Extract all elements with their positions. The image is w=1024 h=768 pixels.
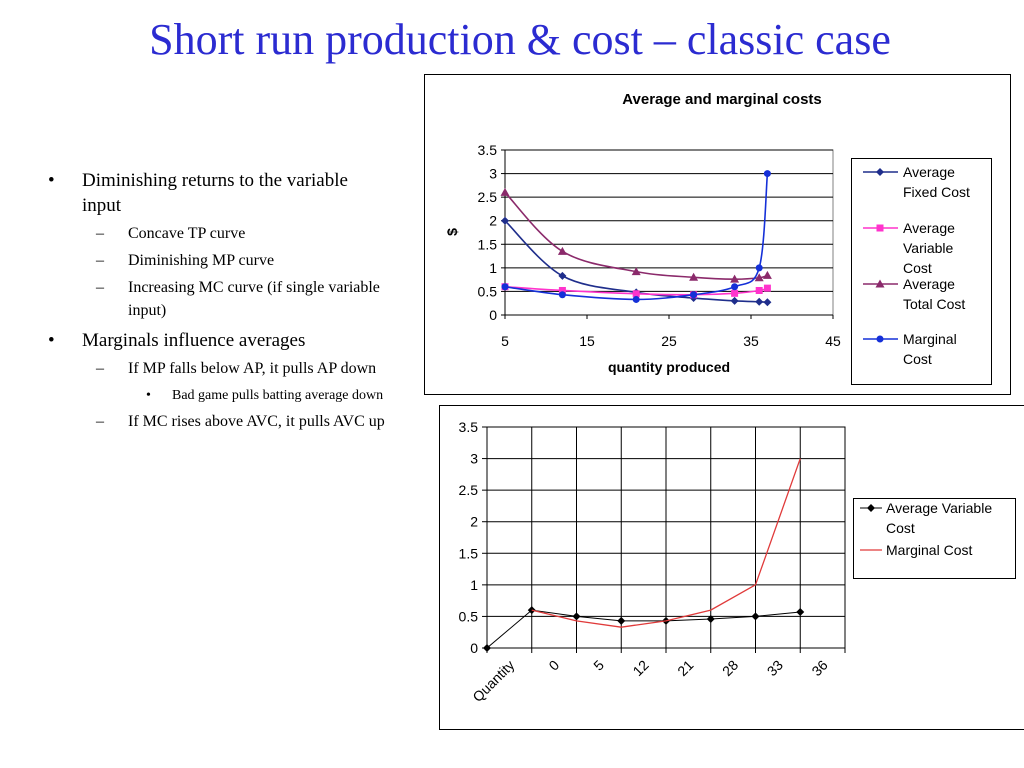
x-tick-label: 5: [501, 333, 509, 349]
x-axis-label: quantity produced: [608, 359, 730, 375]
y-tick-label: 3: [470, 451, 478, 467]
y-tick-label: 2: [470, 514, 478, 530]
y-tick-label: 1.5: [459, 545, 479, 561]
bullet-list: • Diminishing returns to the variable inp…: [48, 168, 388, 433]
data-point: [631, 267, 641, 276]
data-point: [558, 271, 567, 280]
x-tick-label: 15: [579, 333, 595, 349]
data-point: [730, 274, 740, 283]
x-tick-label: 25: [661, 333, 677, 349]
legend-marker: [876, 168, 884, 176]
legend-marker: [876, 335, 884, 343]
data-point: [483, 644, 491, 652]
sub-bullet-item: – Diminishing MP curve: [96, 252, 275, 269]
legend-label: Total Cost: [903, 296, 965, 312]
sub-bullet-item: – Concave TP curve: [96, 225, 246, 242]
legend: [853, 498, 1016, 579]
data-point: [755, 286, 763, 294]
data-point: [730, 296, 739, 305]
data-point: [617, 616, 626, 625]
y-tick-label: 1.5: [478, 236, 498, 252]
data-point: [501, 283, 509, 291]
y-tick-label: 0: [470, 640, 478, 656]
bullet-text: Bad game pulls batting average down: [172, 388, 384, 403]
data-point: [689, 272, 699, 281]
y-tick-label: 3.5: [478, 142, 498, 158]
bullet-text: Diminishing MP curve: [128, 252, 275, 269]
sub-sub-bullet-item: • Bad game pulls batting average down: [146, 388, 384, 403]
bullet-item: • Marginals influence averages: [48, 330, 306, 351]
legend-label: Cost: [886, 520, 915, 536]
data-point: [690, 291, 698, 299]
sub-bullet-item: – If MC rises above AVC, it pulls AVC up: [96, 413, 385, 430]
y-tick-label: 0.5: [478, 283, 498, 299]
y-tick-label: 2.5: [478, 189, 498, 205]
bullet-text: Increasing MC curve (if single variable …: [128, 279, 380, 319]
data-point: [731, 283, 739, 291]
legend-label: Cost: [903, 260, 932, 276]
y-axis-label: $: [444, 228, 460, 236]
y-tick-label: 2: [489, 213, 497, 229]
chart-title: Average and marginal costs: [622, 91, 822, 108]
x-tick-label: 35: [743, 333, 759, 349]
data-point: [500, 187, 510, 196]
data-point: [558, 286, 566, 294]
series-group: [483, 458, 805, 652]
data-point: [632, 295, 640, 303]
legend-label: Fixed Cost: [903, 184, 970, 200]
data-point: [557, 246, 567, 255]
bullet-text: If MC rises above AVC, it pulls AVC up: [128, 413, 385, 430]
data-point: [731, 289, 739, 297]
slide-title: Short run production & cost – classic ca…: [149, 15, 891, 64]
y-tick-label: 1: [470, 577, 478, 593]
data-point: [558, 291, 566, 299]
legend-label: Cost: [903, 351, 932, 367]
series-line: [531, 458, 801, 628]
legend-label: Average: [903, 276, 955, 292]
data-point: [796, 608, 805, 617]
sub-bullet-item: – Increasing MC curve (if single variable…: [96, 279, 380, 319]
data-point: [632, 290, 640, 298]
data-point: [755, 297, 764, 306]
data-point: [501, 216, 509, 225]
legend-label: Average: [903, 220, 955, 236]
legend-label: Marginal: [903, 331, 957, 347]
y-tick-label: 0: [489, 307, 497, 323]
y-tick-label: 2.5: [459, 482, 479, 498]
data-point: [754, 273, 764, 282]
data-point: [755, 264, 763, 272]
legend-label: Average Variable: [886, 500, 992, 516]
y-tick-label: 3.5: [459, 419, 479, 435]
legend: [851, 158, 992, 385]
y-tick-label: 0.5: [459, 608, 479, 624]
bullet-text: Concave TP curve: [128, 225, 246, 242]
legend-label: Variable: [903, 240, 954, 256]
legend-marker: [867, 504, 875, 512]
legend-label: Marginal Cost: [886, 542, 972, 558]
data-point: [763, 298, 772, 307]
bullet-text: Marginals influence averages: [82, 330, 306, 351]
y-tick-label: 3: [489, 166, 497, 182]
series-line: [486, 609, 801, 649]
data-point: [751, 612, 760, 621]
data-point: [762, 270, 772, 279]
bullet-text: Diminishing returns to the variable inpu…: [82, 170, 348, 216]
series-group: [500, 170, 772, 307]
legend-marker: [875, 279, 885, 288]
data-point: [763, 170, 771, 178]
data-point: [572, 612, 581, 621]
data-point: [763, 284, 771, 292]
bullet-item: • Diminishing returns to the variable inp…: [48, 170, 348, 216]
y-tick-label: 1: [489, 260, 497, 276]
data-point: [706, 614, 715, 623]
x-tick-label: 45: [825, 333, 841, 349]
legend-marker: [876, 224, 884, 232]
bullet-text: If MP falls below AP, it pulls AP down: [128, 360, 377, 377]
legend-label: Average: [903, 164, 955, 180]
sub-bullet-item: – If MP falls below AP, it pulls AP down: [96, 360, 377, 377]
